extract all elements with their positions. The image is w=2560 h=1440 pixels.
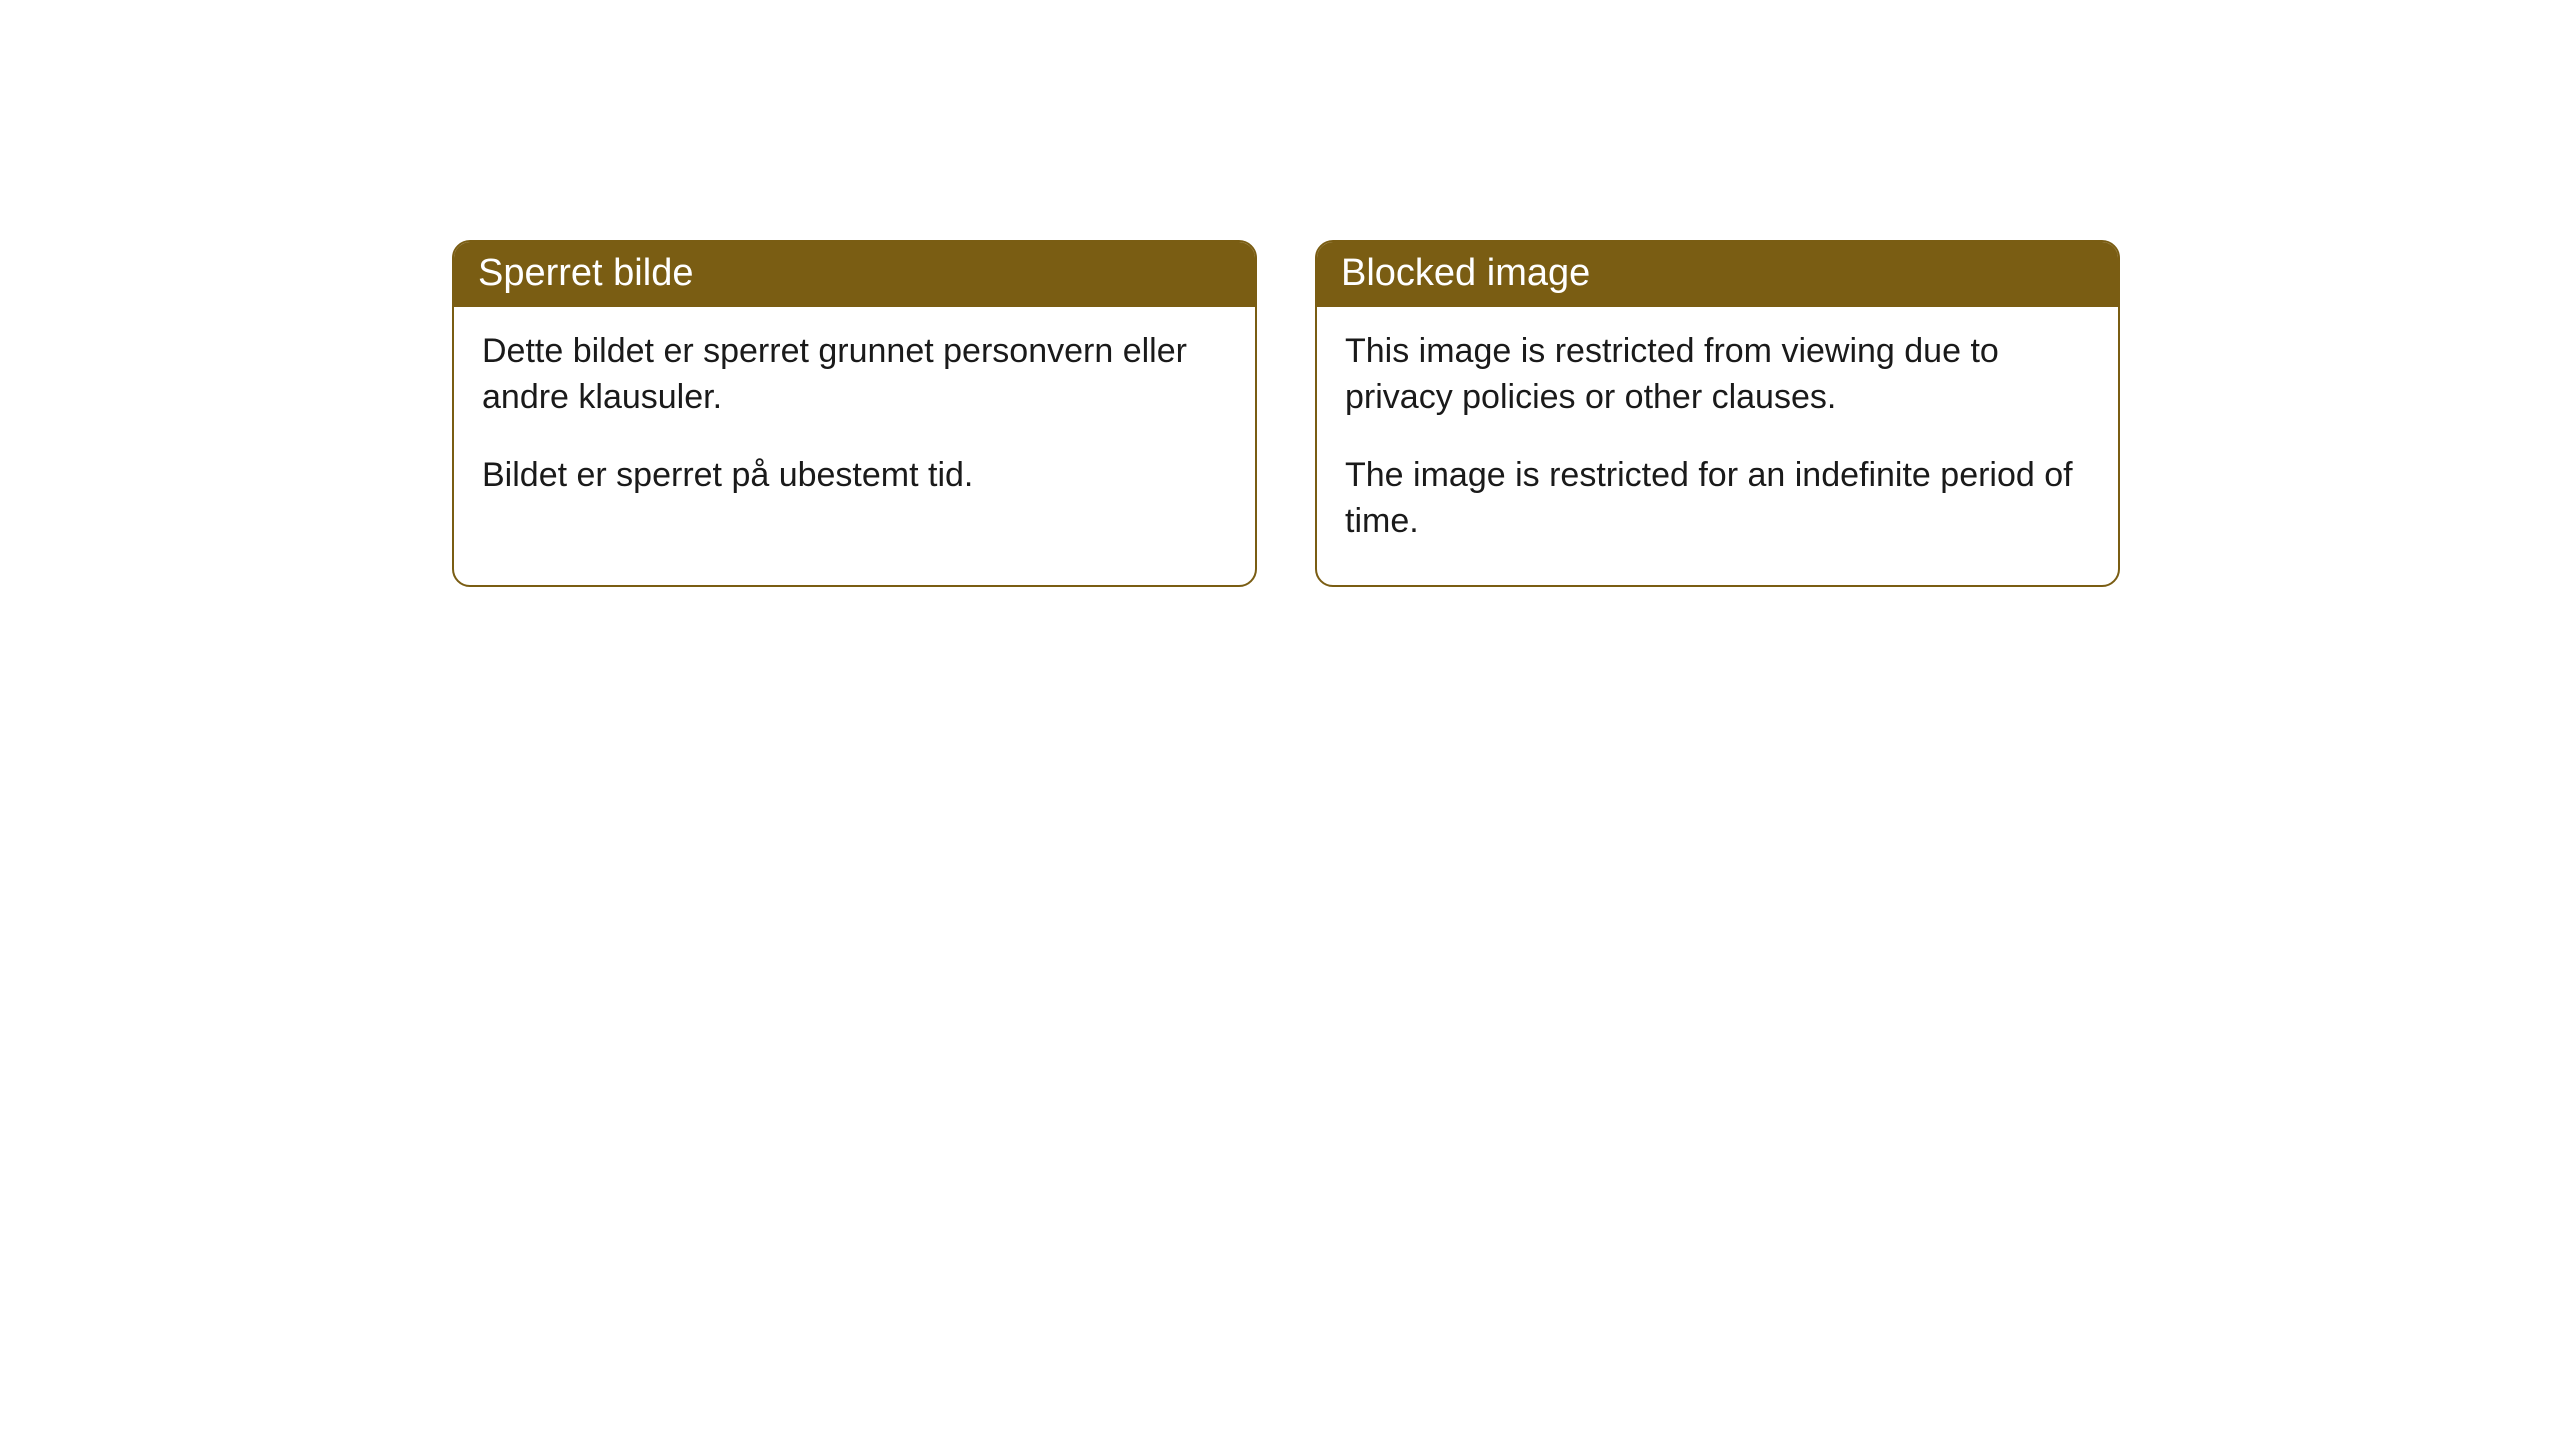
blocked-image-card-norwegian: Sperret bilde Dette bildet er sperret gr…	[452, 240, 1257, 587]
blocked-image-card-english: Blocked image This image is restricted f…	[1315, 240, 2120, 587]
notice-cards-container: Sperret bilde Dette bildet er sperret gr…	[452, 240, 2120, 587]
card-paragraph: Bildet er sperret på ubestemt tid.	[482, 453, 1227, 499]
card-body: This image is restricted from viewing du…	[1317, 307, 2118, 585]
card-title: Blocked image	[1317, 242, 2118, 307]
card-body: Dette bildet er sperret grunnet personve…	[454, 307, 1255, 539]
card-paragraph: Dette bildet er sperret grunnet personve…	[482, 329, 1227, 421]
card-paragraph: This image is restricted from viewing du…	[1345, 329, 2090, 421]
card-paragraph: The image is restricted for an indefinit…	[1345, 453, 2090, 545]
card-title: Sperret bilde	[454, 242, 1255, 307]
